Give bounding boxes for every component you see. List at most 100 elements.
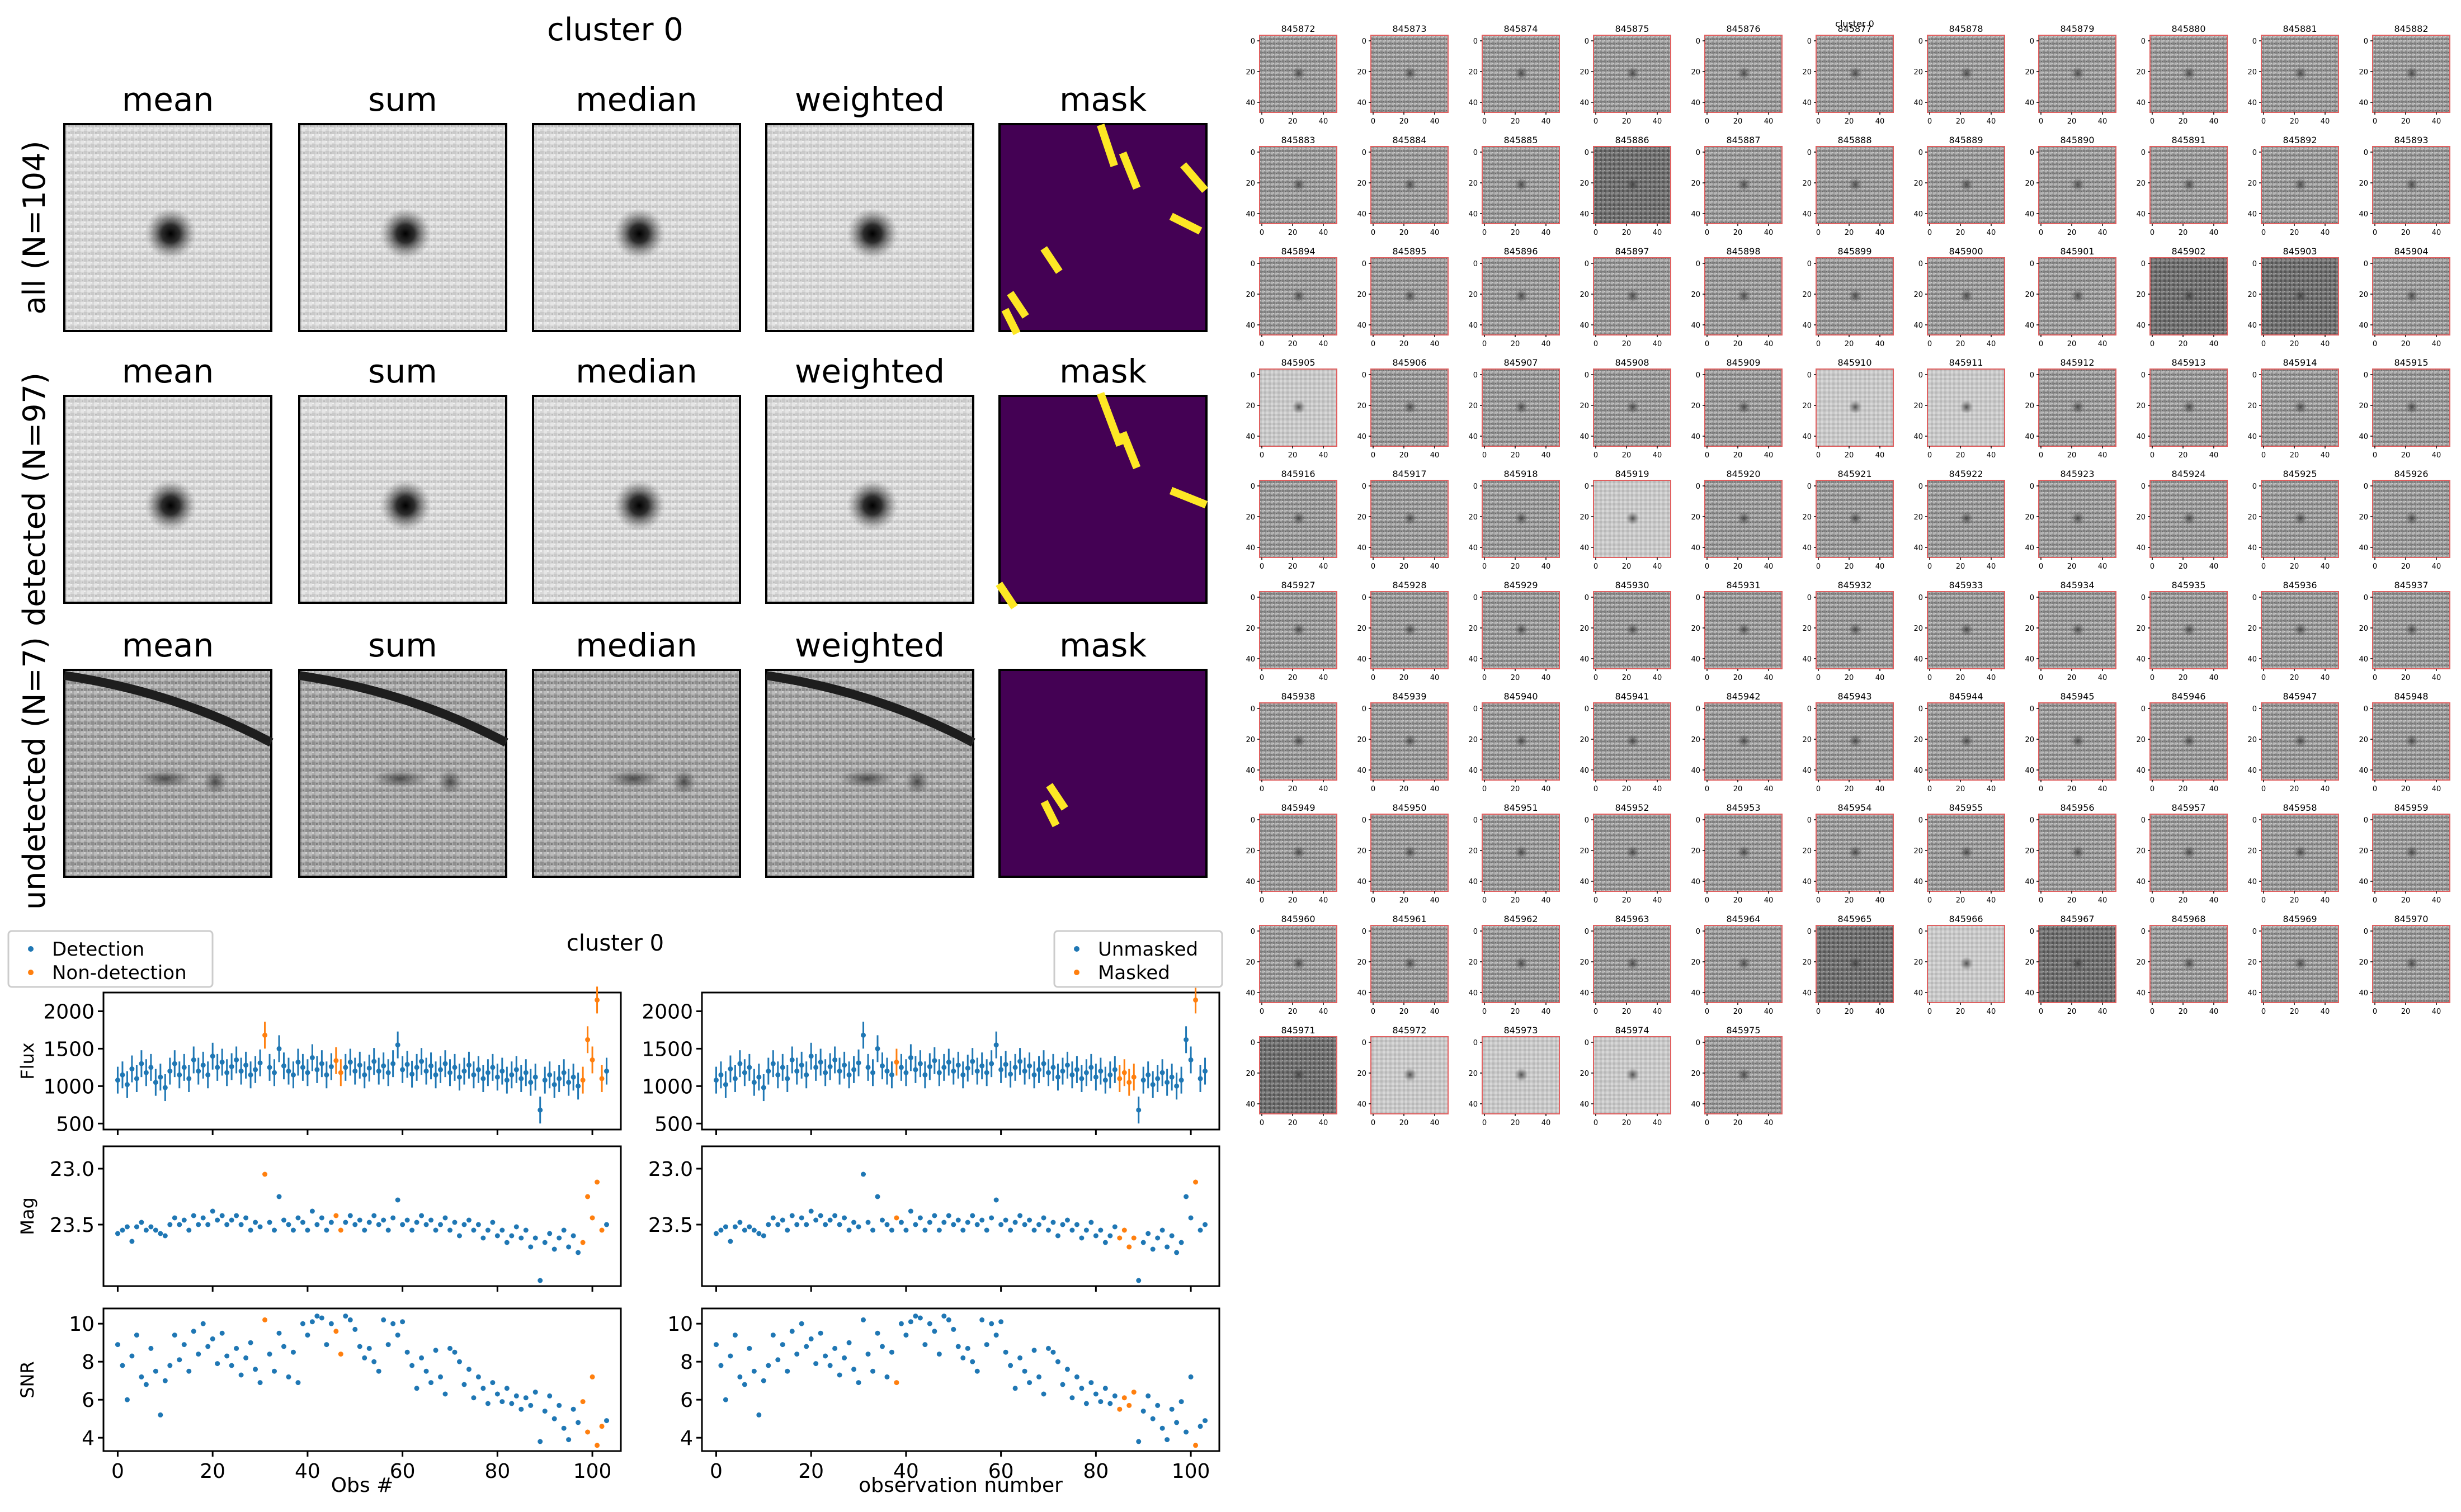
- thumb-xtick-label: 20: [2401, 229, 2411, 237]
- data-point: [785, 1368, 790, 1374]
- data-point: [794, 1222, 800, 1227]
- thumb-xtick-label: 20: [2067, 229, 2077, 237]
- data-point: [148, 1224, 154, 1230]
- data-point: [1088, 1380, 1094, 1386]
- thumb-xtick-label: 40: [1541, 1008, 1551, 1016]
- thumb-xtick-label: 40: [2432, 1008, 2441, 1016]
- thumb-xtick-label: 20: [1622, 117, 1632, 126]
- data-point: [823, 1070, 828, 1075]
- thumb-ytick-label: 40: [1580, 767, 1589, 775]
- thumbnail-id: 845922: [1949, 469, 1983, 479]
- x-tick-label: 100: [1172, 1460, 1210, 1483]
- data-point: [993, 1042, 999, 1048]
- data-point: [946, 1317, 951, 1322]
- thumb-xtick-label: 40: [1319, 340, 1328, 348]
- thumb-xtick-label: 0: [1482, 451, 1487, 460]
- thumb-xtick-label: 20: [1733, 674, 1743, 682]
- data-point: [120, 1363, 125, 1368]
- thumbnail-id: 845972: [1392, 1025, 1426, 1036]
- thumb-xtick-label: 40: [1987, 451, 1996, 460]
- data-point: [1140, 1078, 1146, 1083]
- faint-structure: [839, 770, 895, 788]
- data-point: [532, 1235, 538, 1241]
- mask-pixel: [1007, 291, 1029, 319]
- thumb-ytick-label: 0: [1251, 483, 1255, 491]
- thumb-xtick-label: 40: [1764, 229, 1774, 237]
- data-point: [761, 1085, 766, 1090]
- data-point: [328, 1321, 334, 1326]
- thumb-xtick-label: 0: [2373, 896, 2377, 905]
- data-point: [590, 1215, 595, 1221]
- thumbnail-id: 845928: [1392, 580, 1426, 590]
- data-point: [347, 1060, 353, 1065]
- thumbnail-source: [2071, 734, 2085, 748]
- thumb-ytick-label: 0: [1251, 816, 1255, 825]
- thumb-xtick-label: 20: [2179, 896, 2188, 905]
- data-point: [808, 1208, 814, 1214]
- thumb-xtick-label: 40: [2321, 1008, 2330, 1016]
- data-point: [1150, 1246, 1156, 1252]
- y-tick-label: 23.0: [50, 1158, 95, 1181]
- data-point: [1012, 1386, 1018, 1391]
- data-point: [599, 1424, 605, 1429]
- thumb-ytick-label: 0: [1918, 483, 1923, 491]
- data-point: [789, 1213, 795, 1218]
- data-point: [528, 1244, 534, 1250]
- data-point: [499, 1069, 505, 1074]
- thumbnail-id: 845909: [1726, 357, 1760, 368]
- row-label: all (N=104): [17, 140, 52, 314]
- row-label: detected (N=97): [17, 372, 52, 626]
- data-point: [314, 1067, 320, 1072]
- data-point: [276, 1330, 282, 1336]
- thumb-xtick-label: 0: [1927, 896, 1932, 905]
- thumb-ytick-label: 40: [2247, 878, 2257, 886]
- thumb-xtick-label: 40: [1653, 563, 1662, 571]
- thumb-xtick-label: 20: [2067, 1008, 2077, 1016]
- thumb-xtick-label: 20: [1956, 117, 1965, 126]
- data-point: [1069, 1072, 1075, 1078]
- thumb-ytick-label: 40: [1246, 989, 1255, 998]
- thumbnail-id: 845893: [2394, 135, 2428, 145]
- data-point: [922, 1342, 928, 1348]
- thumb-ytick-label: 0: [2141, 928, 2146, 936]
- data-point: [504, 1240, 510, 1245]
- thumb-xtick-label: 0: [1482, 1119, 1487, 1127]
- thumb-ytick-label: 20: [1357, 958, 1366, 967]
- thumbnail-source: [1403, 734, 1417, 748]
- thumb-ytick-label: 0: [2030, 260, 2034, 268]
- thumb-xtick-label: 0: [1927, 229, 1932, 237]
- data-point: [780, 1342, 785, 1348]
- thumb-xtick-label: 20: [1733, 340, 1743, 348]
- data-point: [433, 1072, 439, 1078]
- thumb-xtick-label: 0: [1705, 674, 1709, 682]
- data-point: [371, 1059, 377, 1064]
- data-point: [186, 1076, 192, 1081]
- data-point: [813, 1217, 819, 1223]
- thumbnail-source: [2182, 845, 2196, 859]
- mask-pixel: [1169, 212, 1203, 235]
- data-point: [542, 1240, 548, 1245]
- thumb-ytick-label: 0: [2364, 371, 2368, 380]
- thumb-xtick-label: 20: [2067, 785, 2077, 793]
- thumbnail-source: [2405, 289, 2418, 303]
- grid-header: cluster 0: [1835, 18, 1874, 29]
- thumb-ytick-label: 20: [1580, 958, 1589, 967]
- data-point: [362, 1072, 367, 1078]
- data-point: [737, 1061, 743, 1066]
- data-point: [409, 1227, 415, 1233]
- thumb-ytick-label: 0: [1918, 816, 1923, 825]
- data-point: [290, 1349, 296, 1355]
- thumb-ytick-label: 40: [2136, 767, 2146, 775]
- thumb-xtick-label: 0: [1371, 229, 1375, 237]
- data-point: [404, 1062, 410, 1067]
- thumb-xtick-label: 40: [1430, 563, 1440, 571]
- data-point: [1045, 1227, 1051, 1233]
- data-point: [1031, 1348, 1037, 1353]
- data-point: [538, 1278, 543, 1283]
- data-point: [1003, 1217, 1008, 1223]
- thumbnail-source: [2294, 67, 2307, 80]
- thumbnail-id: 845908: [1615, 357, 1649, 368]
- satellite-trail: [63, 671, 274, 747]
- data-point: [257, 1224, 263, 1230]
- thumbnail-source: [2294, 957, 2307, 970]
